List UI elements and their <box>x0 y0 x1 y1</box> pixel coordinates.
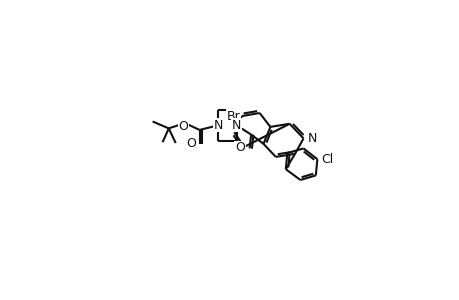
Text: O: O <box>235 141 245 154</box>
Text: N: N <box>307 132 316 145</box>
Text: O: O <box>178 120 188 133</box>
Text: N: N <box>213 119 222 132</box>
Text: O: O <box>185 136 195 149</box>
Text: N: N <box>231 119 241 132</box>
Text: Br: Br <box>226 110 240 123</box>
Text: Cl: Cl <box>320 153 333 166</box>
